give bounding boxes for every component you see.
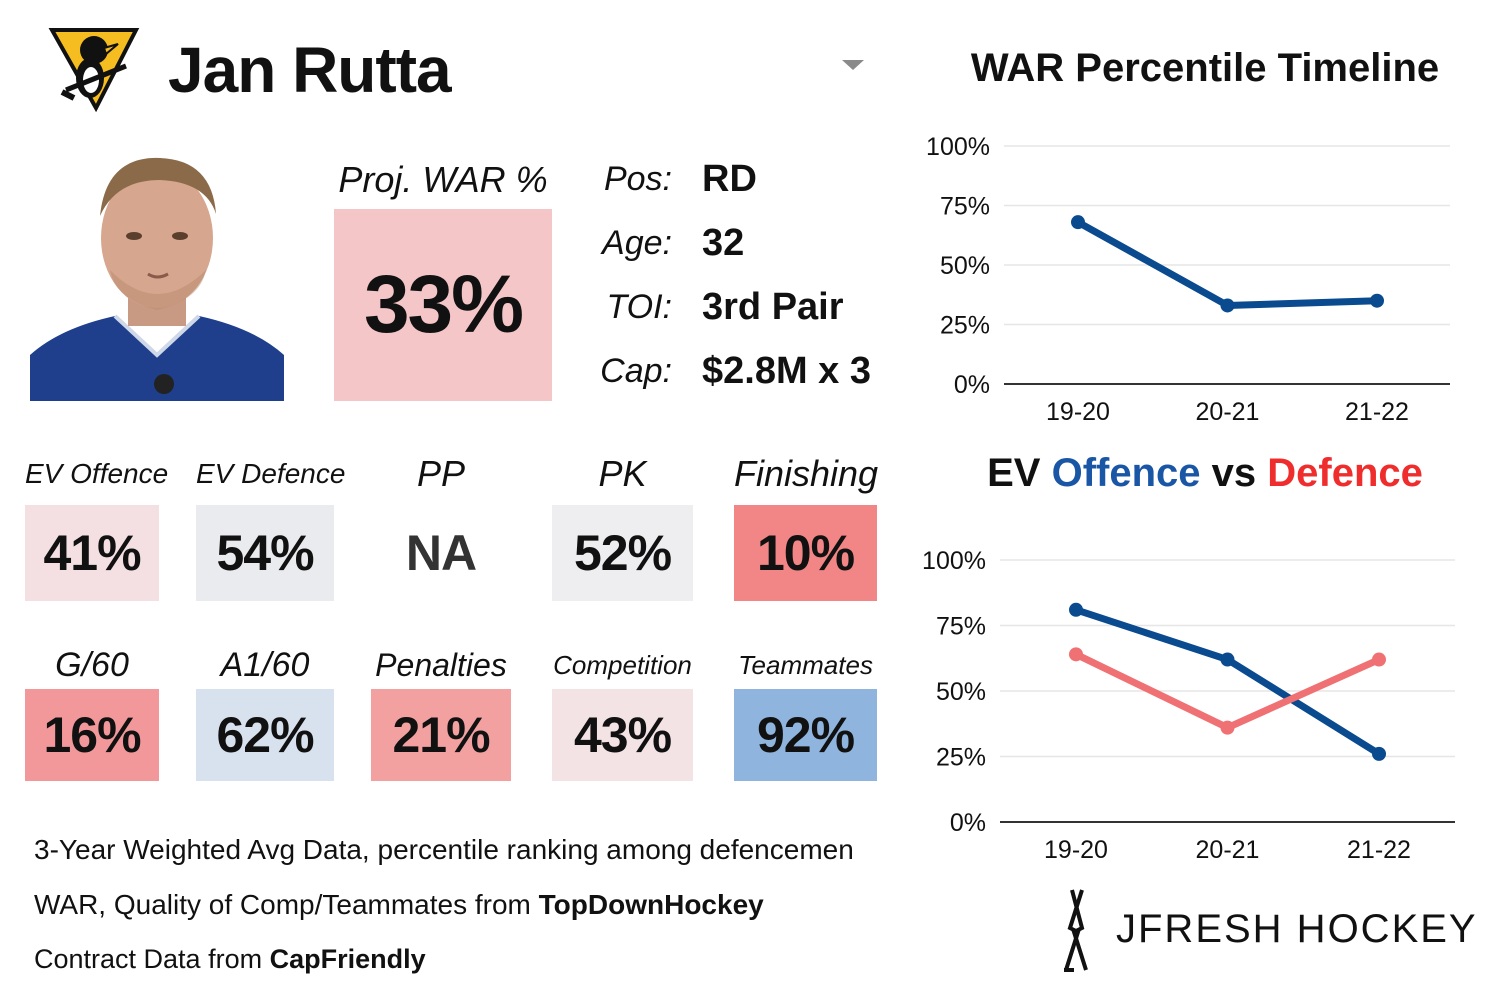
x-tick-label: 20-21 <box>1196 398 1260 426</box>
ev-comparison-title: EV Offence vs Defence <box>960 447 1450 499</box>
data-point <box>1071 215 1085 230</box>
x-tick-label: 20-21 <box>1196 836 1260 864</box>
cap-value: $2.8M x 3 <box>702 350 871 392</box>
g60-value: 16% <box>25 689 159 781</box>
y-tick-label: 100% <box>926 133 990 161</box>
proj-war-label: Proj. WAR % <box>338 159 548 200</box>
note-data-description: 3-Year Weighted Avg Data, percentile ran… <box>34 834 854 865</box>
y-tick-label: 0% <box>954 371 990 399</box>
proj-war-value: 33% <box>334 209 552 401</box>
player-photo <box>30 150 284 401</box>
player-name: Jan Rutta <box>168 34 452 106</box>
data-point <box>1220 720 1235 735</box>
pp-label: PP <box>416 453 466 494</box>
a160-label: A1/60 <box>220 646 310 684</box>
y-tick-label: 0% <box>950 809 986 837</box>
competition-value: 43% <box>552 689 693 781</box>
penalties-value: 21% <box>371 689 511 781</box>
y-tick-label: 25% <box>936 744 986 772</box>
player-dropdown-icon[interactable] <box>842 60 864 70</box>
x-tick-label: 19-20 <box>1046 398 1110 426</box>
data-point <box>1069 647 1083 662</box>
capfriendly-link: CapFriendly <box>269 944 426 974</box>
data-point <box>1220 652 1235 667</box>
data-point <box>1372 746 1386 761</box>
ev-defence-value: 54% <box>196 505 334 601</box>
ev-defence-label: EV Defence <box>196 458 346 489</box>
hockey-sticks-icon <box>1064 889 1088 972</box>
data-point <box>1370 293 1384 308</box>
finishing-value: 10% <box>734 505 877 601</box>
y-tick-label: 75% <box>940 193 990 221</box>
cap-label: Cap: <box>600 352 672 390</box>
ev-offence-label: EV Offence <box>25 458 169 489</box>
age-label: Age: <box>602 224 672 262</box>
x-tick-label: 19-20 <box>1044 836 1108 864</box>
position-value: RD <box>702 158 757 200</box>
teammates-value: 92% <box>734 689 877 781</box>
note-contract-source-prefix: Contract Data from <box>34 944 270 974</box>
pk-value: 52% <box>552 505 693 601</box>
y-tick-label: 100% <box>922 547 986 575</box>
ev-title-offence: Offence <box>1051 451 1201 495</box>
a160-value: 62% <box>196 689 334 781</box>
war-timeline-title: WAR Percentile Timeline <box>970 46 1440 90</box>
war-timeline-chart: 100% 75% 50% 25% 0% 19-20 20-21 21-22 <box>926 133 1450 426</box>
toi-value: 3rd Pair <box>702 286 844 328</box>
penalties-label: Penalties <box>375 647 507 683</box>
brand-name: JFRESH HOCKEY <box>1116 907 1478 951</box>
y-tick-label: 50% <box>936 678 986 706</box>
age-value: 32 <box>702 222 745 264</box>
data-point <box>1069 602 1083 617</box>
note-contract-source: Contract Data from CapFriendly <box>34 939 426 979</box>
penguins-logo-icon <box>48 28 140 112</box>
data-point <box>1220 298 1235 313</box>
pp-value: NA <box>371 505 511 601</box>
y-tick-label: 50% <box>940 252 990 280</box>
ev-offence-value: 41% <box>25 505 159 601</box>
position-label: Pos: <box>603 160 672 198</box>
pk-label: PK <box>598 453 647 494</box>
g60-label: G/60 <box>55 646 129 684</box>
x-tick-label: 21-22 <box>1345 398 1409 426</box>
toi-label: TOI: <box>606 288 673 326</box>
note-war-source-prefix: WAR, Quality of Comp/Teammates from <box>34 889 539 920</box>
ev-comparison-chart: 100% 75% 50% 25% 0% 19-20 20-21 21-22 <box>922 547 1455 864</box>
note-war-source: WAR, Quality of Comp/Teammates from TopD… <box>34 885 764 925</box>
ev-title-defence: Defence <box>1267 451 1423 495</box>
finishing-label: Finishing <box>734 453 879 494</box>
teammates-label: Teammates <box>738 650 873 680</box>
x-tick-label: 21-22 <box>1347 836 1411 864</box>
data-point <box>1372 652 1386 667</box>
competition-label: Competition <box>553 650 692 680</box>
y-tick-label: 75% <box>936 613 986 641</box>
topdownhockey-link: TopDownHockey <box>538 889 764 920</box>
series-line <box>1074 218 1381 309</box>
ev-title-vs: vs <box>1211 451 1257 495</box>
y-tick-label: 25% <box>940 312 990 340</box>
ev-title-ev: EV <box>987 451 1041 495</box>
